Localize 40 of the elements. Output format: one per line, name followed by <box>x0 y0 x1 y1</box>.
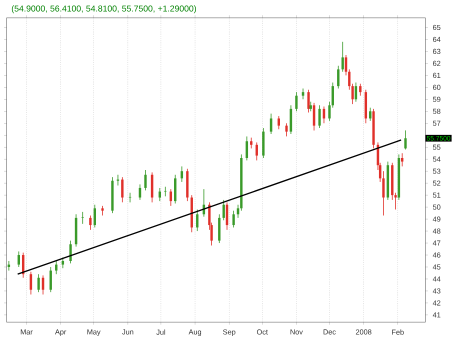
candlestick <box>278 116 280 130</box>
candlestick <box>222 200 225 221</box>
candlestick <box>69 240 72 264</box>
candlestick <box>369 107 372 122</box>
candlestick <box>170 188 172 206</box>
candlestick <box>354 82 358 102</box>
candlestick <box>30 271 32 295</box>
candlestick <box>37 274 40 293</box>
candlestick <box>295 92 298 112</box>
candlestick <box>196 209 198 232</box>
candlestick <box>262 128 265 158</box>
candlestick <box>312 102 316 131</box>
candlestick <box>180 166 184 182</box>
candlestick <box>270 113 272 134</box>
chart-title: (54.9000, 56.4100, 54.8100, 55.7500, +1.29000) <box>12 5 196 14</box>
candlestick <box>246 136 248 161</box>
candlestick <box>94 204 96 228</box>
candlestick <box>50 266 52 293</box>
candlestick <box>256 142 258 161</box>
candlestick <box>400 152 404 167</box>
candlestick <box>150 172 154 203</box>
candlestick <box>341 41 344 72</box>
candlestick <box>174 174 176 204</box>
candlestick <box>8 260 10 272</box>
candlestick <box>359 83 362 96</box>
candlestick <box>202 188 206 218</box>
candlestick <box>337 65 340 89</box>
candlestick <box>310 101 312 112</box>
candlestick <box>121 176 124 203</box>
candlestick <box>158 188 162 202</box>
candlestick <box>318 104 321 128</box>
candlestick <box>55 260 58 275</box>
candlestick <box>18 251 20 268</box>
candlestick <box>22 252 24 278</box>
candlestick <box>116 174 120 186</box>
candlestick <box>290 104 292 134</box>
candlestick <box>232 210 235 228</box>
candlestick <box>89 215 92 230</box>
candlestick <box>250 137 252 149</box>
candlestick <box>218 214 221 244</box>
